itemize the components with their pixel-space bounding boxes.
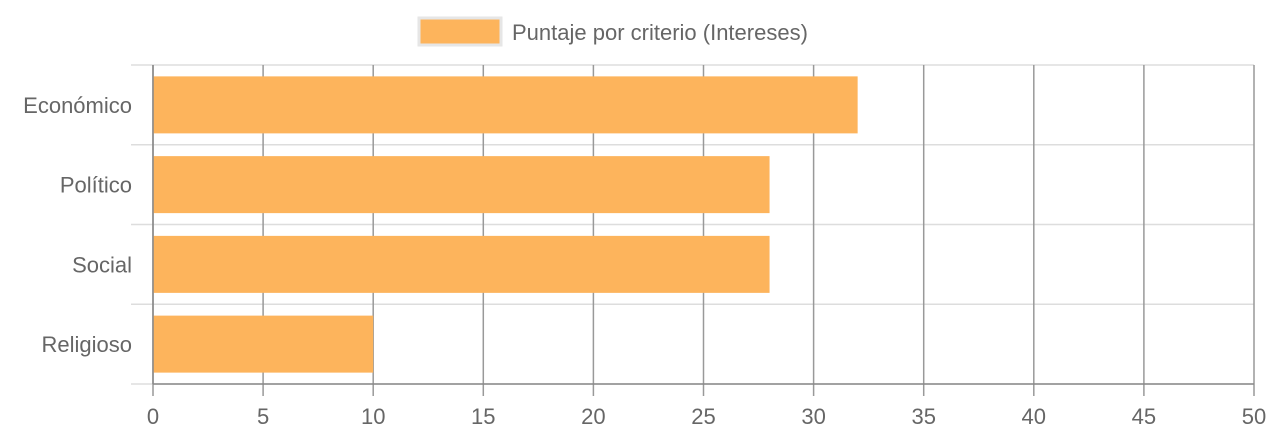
x-tick-label: 10 <box>361 404 385 429</box>
y-category-label: Político <box>60 173 132 198</box>
legend[interactable]: Puntaje por criterio (Intereses) <box>417 16 808 47</box>
bars[interactable] <box>153 76 858 373</box>
x-tick-label: 35 <box>911 404 935 429</box>
x-tick-label: 20 <box>581 404 605 429</box>
y-axis-labels: Económico Político Social Religioso <box>23 93 132 357</box>
bar[interactable] <box>153 315 374 373</box>
x-tick-label: 50 <box>1242 404 1266 429</box>
x-tick-label: 0 <box>147 404 159 429</box>
y-category-label: Económico <box>23 93 132 118</box>
bar[interactable] <box>153 235 770 293</box>
y-category-label: Social <box>72 252 132 277</box>
bar[interactable] <box>153 156 770 214</box>
axes <box>152 65 1254 385</box>
legend-swatch <box>417 16 503 47</box>
x-tick-label: 5 <box>257 404 269 429</box>
x-tick-label: 15 <box>471 404 495 429</box>
x-tick-label: 30 <box>801 404 825 429</box>
x-axis-labels: 0 5 10 15 20 25 30 35 40 45 50 <box>147 404 1266 429</box>
bar[interactable] <box>153 76 858 134</box>
x-tick-label: 40 <box>1022 404 1046 429</box>
y-category-label: Religioso <box>42 332 133 357</box>
x-tick-label: 25 <box>691 404 715 429</box>
legend-label: Puntaje por criterio (Intereses) <box>512 20 808 45</box>
x-tick-label: 45 <box>1132 404 1156 429</box>
